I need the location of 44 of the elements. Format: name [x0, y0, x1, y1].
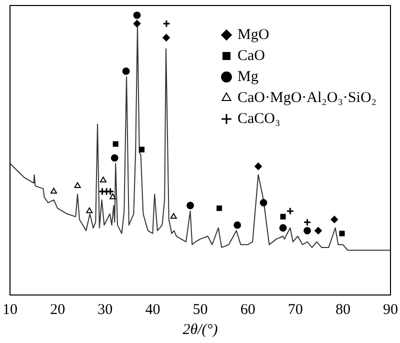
legend-label: Mg	[237, 68, 259, 85]
point	[254, 162, 262, 170]
point	[216, 206, 222, 212]
point	[162, 20, 170, 28]
point	[133, 20, 141, 28]
point	[280, 214, 286, 220]
x-tick-label: 70	[288, 302, 303, 318]
point	[112, 141, 118, 147]
x-tick-label: 50	[192, 302, 208, 318]
x-tick-label: 60	[240, 302, 256, 318]
point	[234, 221, 242, 229]
point	[138, 146, 145, 152]
point	[162, 34, 170, 42]
point	[50, 188, 58, 194]
x-axis-title: 2θ/(°)	[182, 322, 218, 338]
point	[330, 216, 338, 224]
legend-label: CaO	[237, 48, 266, 64]
point	[110, 154, 118, 162]
legend-label: CaCO₃	[237, 110, 280, 127]
point	[279, 224, 287, 232]
point	[74, 182, 81, 188]
point	[98, 188, 106, 196]
point	[106, 188, 114, 196]
x-tick-label: 90	[383, 302, 398, 318]
point	[339, 230, 345, 236]
x-tick-label: 40	[145, 302, 160, 318]
legend-label: MgO	[237, 26, 270, 43]
x-tick-label: 20	[50, 302, 66, 318]
point	[100, 176, 106, 182]
point	[122, 68, 130, 75]
point	[304, 226, 311, 234]
x-tick-label: 30	[98, 302, 113, 318]
point	[86, 207, 93, 214]
point	[133, 12, 141, 19]
point	[314, 226, 322, 234]
point	[286, 207, 294, 216]
point	[170, 212, 177, 219]
point	[260, 198, 268, 206]
legend-label: CaO·MgO·Al₂O₃·SiO₂	[237, 90, 376, 106]
x-tick-label: 80	[335, 302, 350, 318]
point	[109, 193, 116, 200]
point	[186, 202, 194, 210]
point	[303, 218, 312, 226]
x-tick-label: 10	[2, 302, 18, 318]
